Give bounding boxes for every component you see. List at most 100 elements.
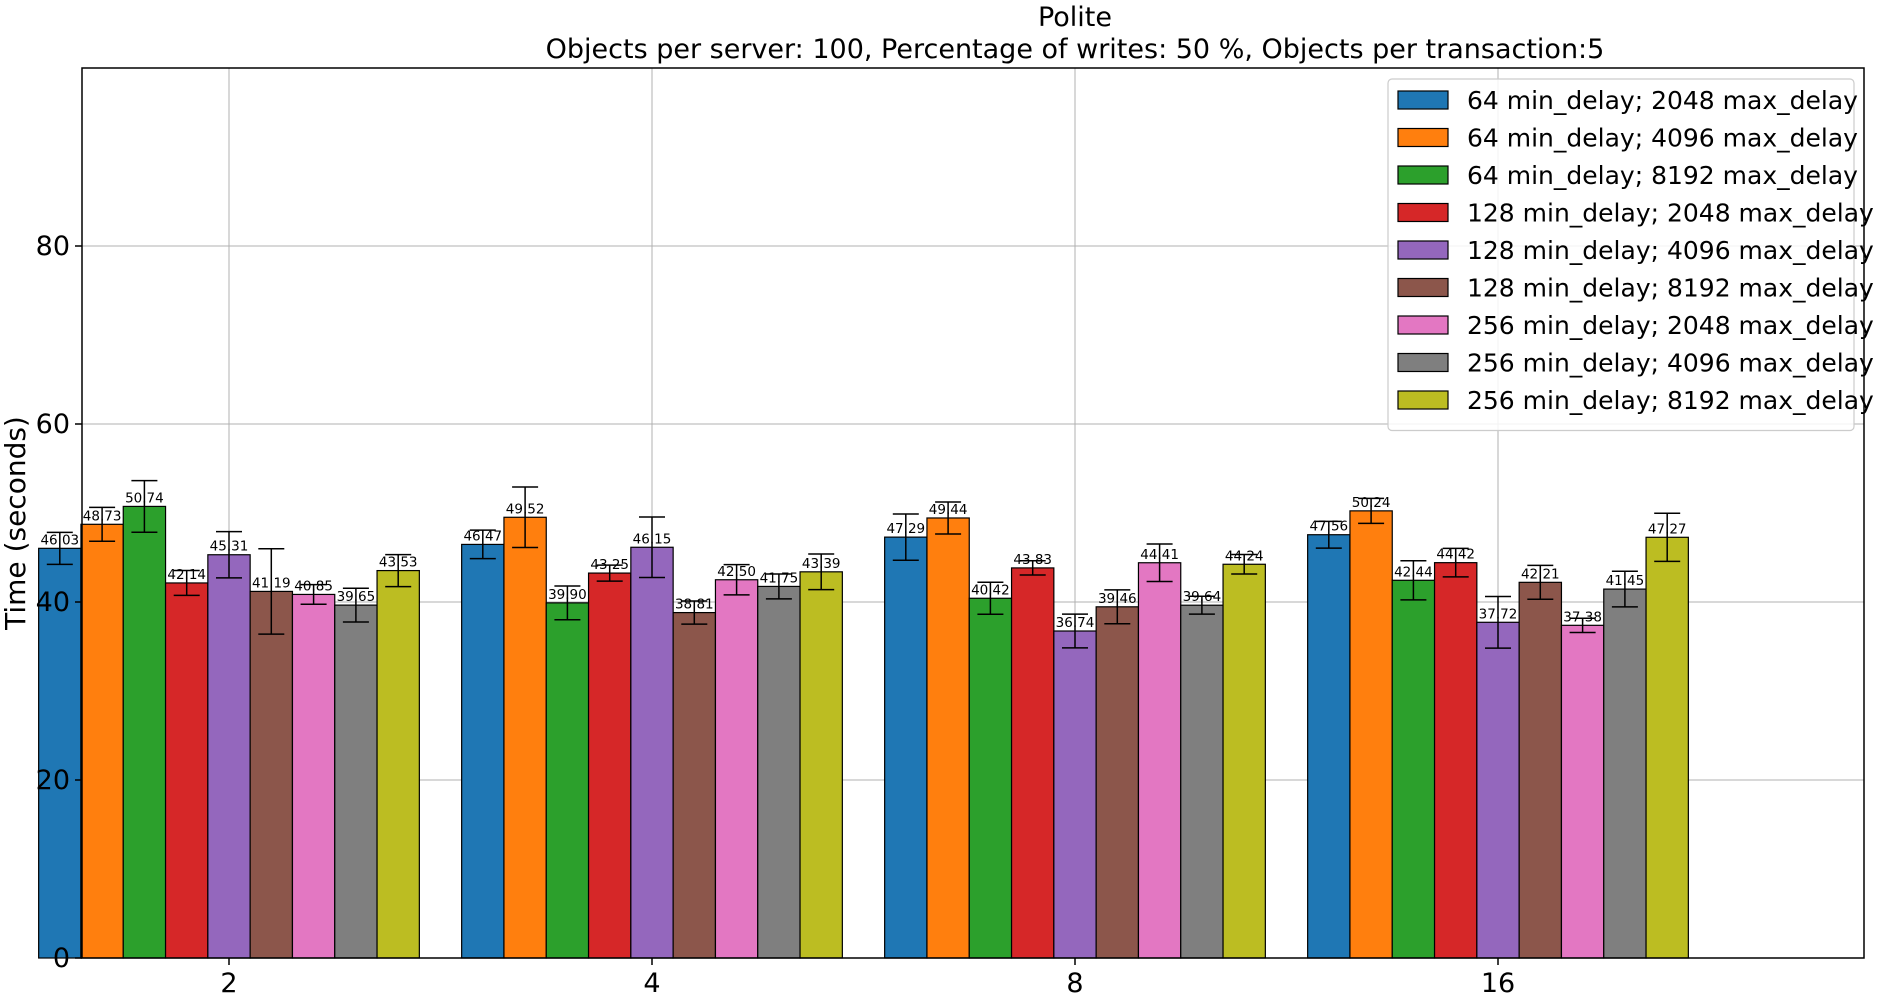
bar — [630, 546, 674, 959]
bar-value-label: 47.29 — [886, 521, 925, 537]
legend-item: 128 min_delay; 4096 max_delay — [1397, 236, 1874, 265]
y-axis-label: Time (seconds) — [0, 416, 32, 631]
bar — [587, 572, 632, 959]
bar-value-label: 49.52 — [506, 501, 545, 517]
x-tick-label: 4 — [643, 968, 660, 999]
bar-value-label: 40.42 — [971, 582, 1010, 598]
x-tick-label: 16 — [1481, 968, 1515, 999]
legend-swatch — [1397, 315, 1449, 335]
legend-item: 128 min_delay; 2048 max_delay — [1397, 199, 1874, 228]
bar — [1391, 579, 1436, 959]
bar — [1095, 606, 1140, 959]
y-tick-label: 80 — [36, 231, 70, 262]
legend-swatch — [1397, 90, 1449, 110]
legend-item: 64 min_delay; 8192 max_delay — [1397, 161, 1858, 190]
y-tick-label: 20 — [36, 765, 70, 796]
bar-value-label: 45.31 — [210, 539, 249, 555]
bar-value-label: 39.46 — [1098, 591, 1137, 607]
bar — [1222, 563, 1266, 959]
bar-value-label: 46.47 — [463, 528, 502, 544]
legend-label: 64 min_delay; 8192 max_delay — [1467, 161, 1858, 190]
bar — [80, 523, 124, 959]
bar — [122, 505, 167, 959]
y-tick-label: 40 — [36, 587, 70, 618]
bar-value-label: 47.27 — [1648, 521, 1687, 537]
bar-value-label: 37.72 — [1479, 606, 1518, 622]
bar-value-label: 49.44 — [929, 502, 968, 518]
bar — [376, 569, 420, 959]
legend-swatch — [1397, 390, 1449, 410]
bar — [545, 602, 590, 959]
bar — [968, 597, 1013, 959]
plot-frame — [81, 67, 1865, 959]
bar-value-label: 37.38 — [1563, 609, 1602, 625]
series-group: 45.31 46.15 36.74 37.72 — [207, 516, 1520, 959]
series-group: 40.85 42.50 44.41 37.38 — [291, 543, 1605, 959]
legend-swatch — [1397, 352, 1449, 373]
bar — [714, 579, 759, 959]
legend-label: 128 min_delay; 8192 max_delay — [1467, 274, 1874, 303]
bar-value-label: 40.85 — [294, 578, 333, 594]
bar — [291, 593, 336, 959]
bar — [1476, 621, 1520, 959]
legend-label: 128 min_delay; 4096 max_delay — [1467, 236, 1874, 265]
legend-item: 256 min_delay; 8192 max_delay — [1397, 386, 1874, 415]
bar-value-label: 41.45 — [1606, 573, 1645, 589]
legend-item: 64 min_delay; 4096 max_delay — [1397, 124, 1858, 153]
bar-value-label: 39.90 — [548, 587, 587, 603]
bar — [1010, 567, 1055, 959]
bar — [799, 571, 843, 959]
bar-value-label: 42.21 — [1521, 566, 1560, 582]
legend-swatch — [1397, 165, 1449, 185]
series-group: 43.53 43.39 44.24 47.27 — [376, 512, 1689, 959]
bar-value-label: 36.74 — [1056, 615, 1095, 631]
bar-value-label: 43.83 — [1013, 552, 1052, 568]
bar — [503, 516, 547, 959]
legend-item: 128 min_delay; 8192 max_delay — [1397, 274, 1874, 303]
bar-value-label: 39.64 — [1183, 589, 1222, 605]
bars-layer: 46.03 46.47 47.29 47.56 48.73 49.52 49.44 50.24… — [38, 479, 1689, 959]
bar-value-label: 44.42 — [1436, 547, 1475, 563]
bar — [1180, 604, 1224, 959]
bar-value-label: 39.65 — [337, 589, 376, 605]
series-group: 48.73 49.52 49.44 50.24 — [80, 486, 1393, 959]
bar — [1518, 581, 1563, 959]
bar-value-label: 46.03 — [40, 532, 79, 548]
bar — [249, 590, 294, 959]
bar — [1307, 534, 1351, 959]
bar-value-label: 42.50 — [717, 564, 756, 580]
bar-value-label: 38.81 — [675, 597, 714, 613]
chart-title: Polite — [1038, 2, 1112, 33]
legend: 64 min_delay; 2048 max_delay 64 min_delay… — [1387, 78, 1874, 432]
bar — [1433, 562, 1478, 959]
bar — [884, 536, 928, 959]
legend-swatch — [1397, 127, 1449, 148]
bar — [672, 611, 717, 959]
legend-swatch — [1397, 277, 1449, 298]
y-tick-label: 0 — [53, 943, 70, 974]
bar-value-label: 47.56 — [1309, 519, 1348, 535]
legend-item: 256 min_delay; 4096 max_delay — [1397, 349, 1874, 378]
bar — [1137, 562, 1182, 959]
series-group: 42.14 43.25 43.83 44.42 — [164, 547, 1478, 959]
legend-label: 256 min_delay; 2048 max_delay — [1467, 311, 1874, 340]
axes-layer: 0 20 40 60 80 2 4 8 16 — [36, 67, 1865, 999]
bar-value-label: 43.25 — [590, 557, 629, 573]
bar-value-label: 50.74 — [125, 490, 164, 506]
bar-value-label: 50.24 — [1352, 495, 1391, 511]
legend-label: 128 min_delay; 2048 max_delay — [1467, 199, 1874, 228]
bar — [207, 554, 251, 959]
bar — [1645, 536, 1689, 959]
legend-swatch — [1397, 240, 1449, 260]
bar-value-label: 44.41 — [1140, 547, 1179, 563]
bar-value-label: 41.75 — [760, 570, 799, 586]
y-tick-label: 60 — [36, 409, 70, 440]
series-group: 39.65 41.75 39.64 41.45 — [334, 570, 1647, 959]
bar — [164, 582, 209, 959]
bar — [334, 604, 378, 959]
series-group: 50.74 39.90 40.42 42.44 — [122, 479, 1436, 959]
bar — [926, 517, 970, 959]
bar — [757, 585, 801, 959]
bar-value-label: 43.39 — [802, 556, 841, 572]
bar-value-label: 46.15 — [633, 531, 672, 547]
